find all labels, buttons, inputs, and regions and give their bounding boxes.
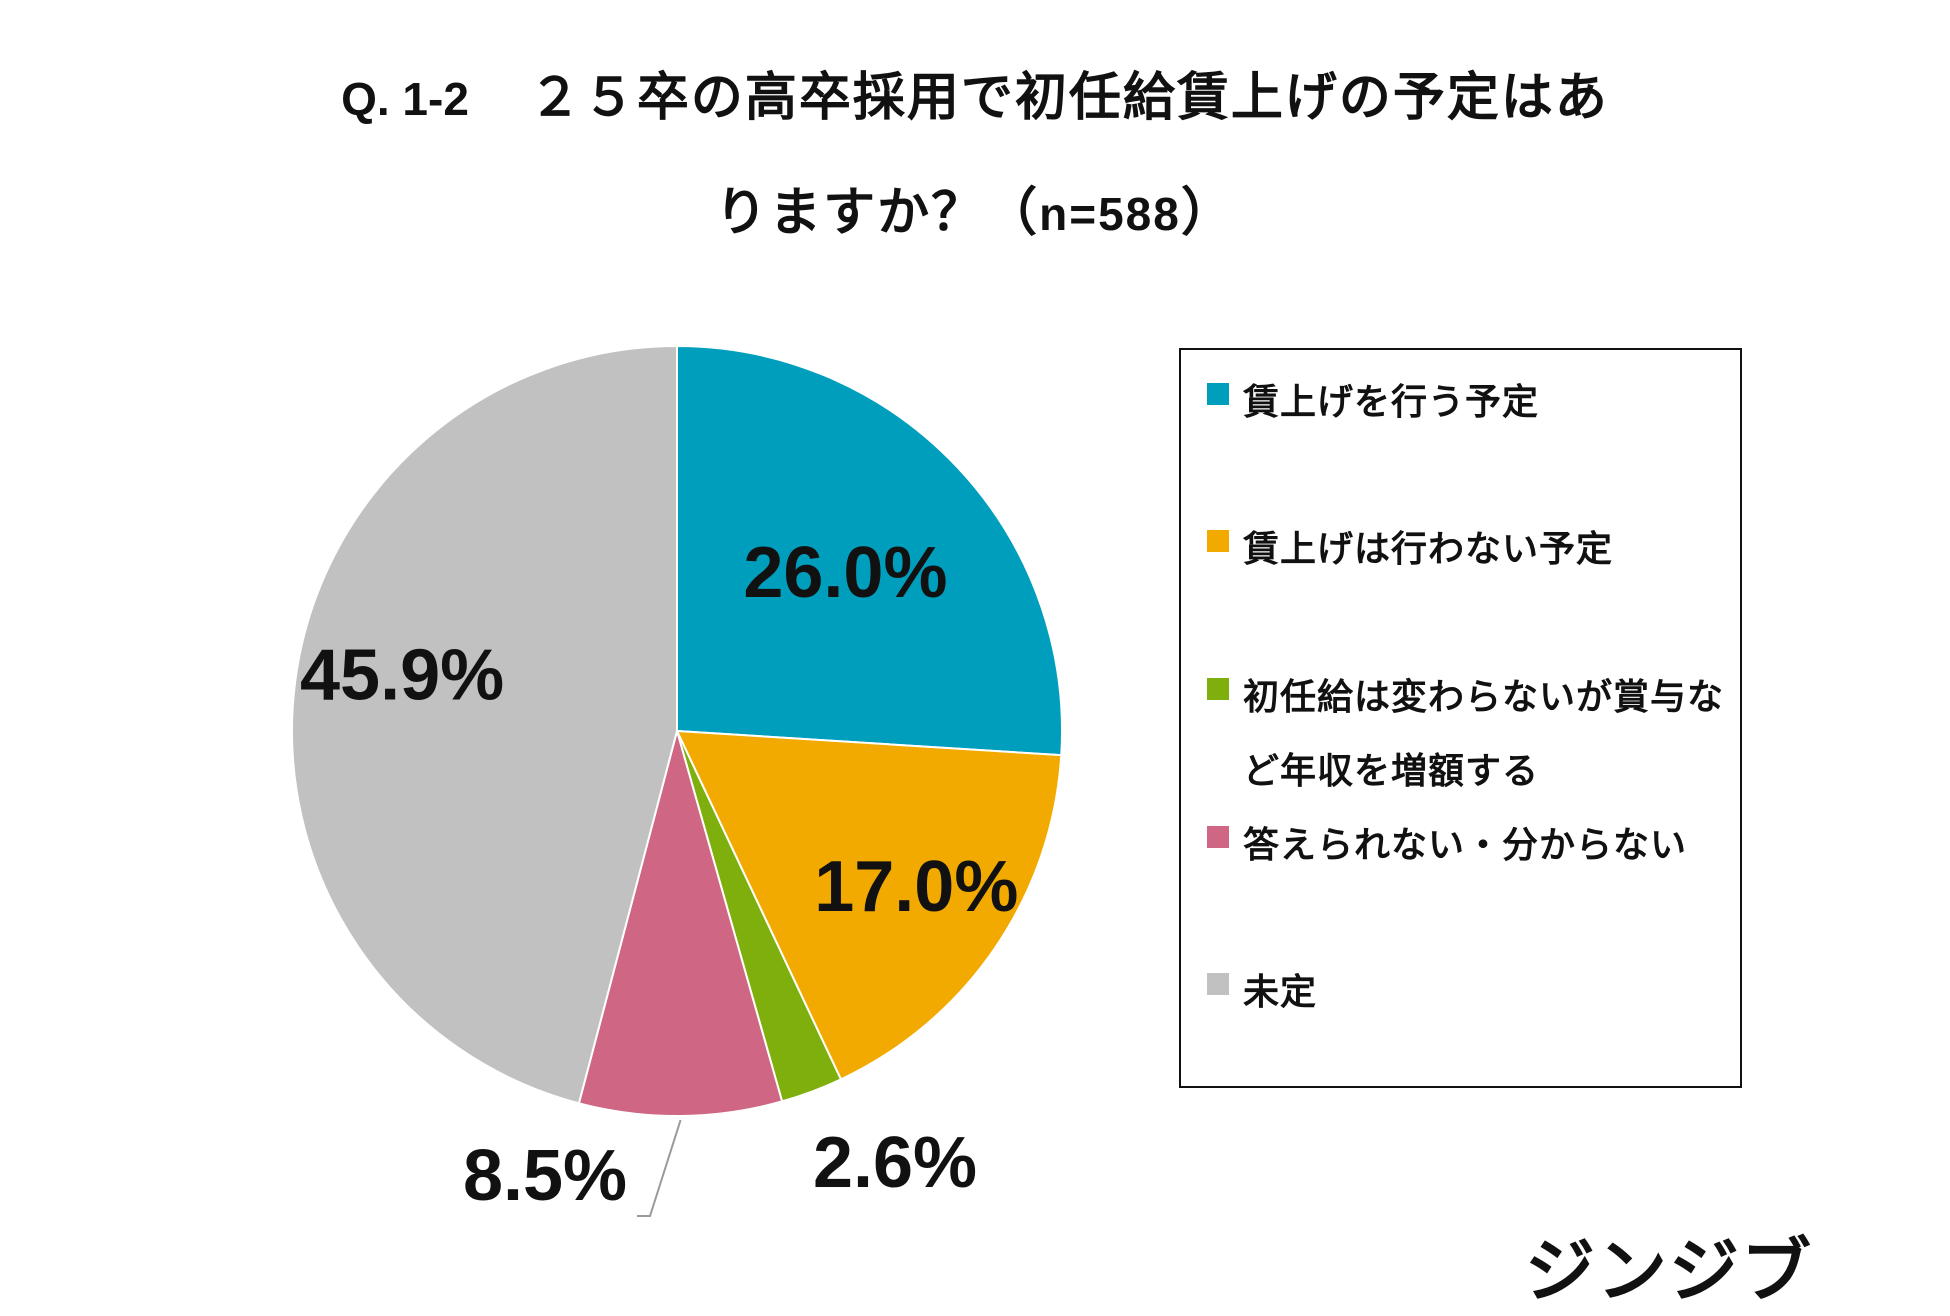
legend-swatch-undecided <box>1207 973 1229 995</box>
legend-item-undecided: 未定 <box>1207 956 1737 1030</box>
legend-item-bonus: 初任給は変わらないが賞与など年収を増額する <box>1207 661 1737 809</box>
legend-item-no-raise: 賃上げは行わない予定 <box>1207 513 1737 587</box>
pie-slice-undecided <box>290 344 678 1105</box>
data-label-raise: 26.0% <box>743 533 947 613</box>
legend-label-bonus: 初任給は変わらないが賞与など年収を増額する <box>1243 677 1725 792</box>
legend-label-unknown: 答えられない・分からない <box>1243 825 1688 866</box>
question-text: ２５卒の高卒採用で初任給賃上げの予定はあ <box>528 68 1609 128</box>
data-label-bonus: 2.6% <box>813 1123 977 1203</box>
chart-title-line-2: りますか？（n=588） <box>0 183 1950 243</box>
leader-line-unknown <box>637 1119 682 1217</box>
legend-item-raise: 賃上げを行う予定 <box>1207 366 1737 440</box>
question-text-end: ） <box>1180 183 1235 243</box>
legend-swatch-raise <box>1207 383 1229 405</box>
jinjib-logo: ジンジブ <box>1525 1230 1813 1312</box>
legend-swatch-bonus <box>1207 678 1229 700</box>
data-label-no-raise: 17.0% <box>814 847 1018 927</box>
chart-title-line-1: Q. 1-2 ２５卒の高卒採用で初任給賃上げの予定はあ <box>0 68 1950 128</box>
legend-item-unknown: 答えられない・分からない <box>1207 809 1737 883</box>
data-label-undecided: 45.9% <box>300 635 504 715</box>
legend-label-no-raise: 賃上げは行わない予定 <box>1243 529 1614 570</box>
sample-size: n=588 <box>1039 188 1181 240</box>
legend-swatch-unknown <box>1207 826 1229 848</box>
legend-swatch-no-raise <box>1207 530 1229 552</box>
chart-legend: 賃上げを行う予定 賃上げは行わない予定 初任給は変わらないが賞与など年収を増額す… <box>1179 348 1742 1088</box>
question-number: Q. 1-2 <box>341 73 469 125</box>
legend-label-undecided: 未定 <box>1243 972 1318 1013</box>
data-label-unknown: 8.5% <box>463 1136 627 1216</box>
pie-slice-raise <box>676 344 1063 757</box>
question-text-cont: りますか？（ <box>715 183 1040 243</box>
pie-slice-unknown <box>577 727 784 1117</box>
legend-label-raise: 賃上げを行う予定 <box>1243 382 1540 423</box>
pie-slice-no-raise <box>675 729 1063 1081</box>
